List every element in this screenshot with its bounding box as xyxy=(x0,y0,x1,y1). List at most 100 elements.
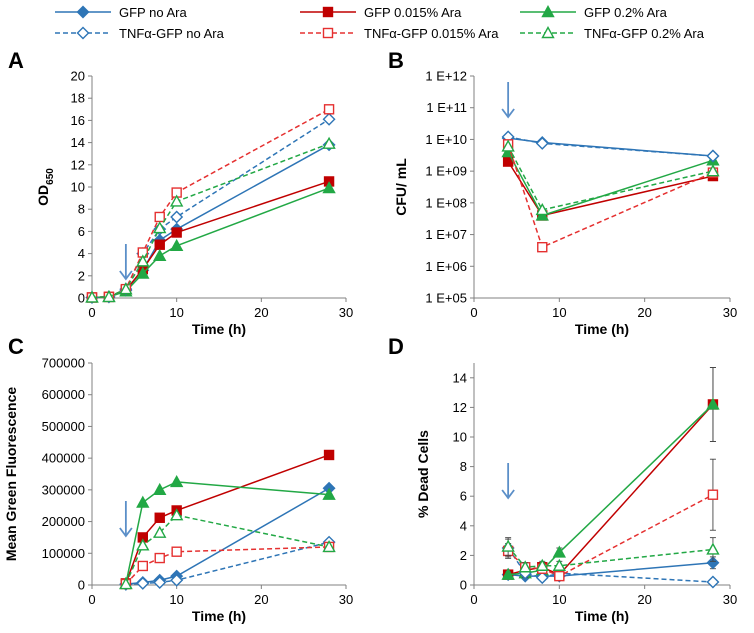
y-tick-label: 1 E+06 xyxy=(425,259,467,274)
y-tick-label: 0 xyxy=(460,578,467,593)
series-gfp_015 xyxy=(502,366,719,580)
series-line-gfp_015 xyxy=(91,180,330,299)
y-axis-label-text: Mean Green Fluorescence xyxy=(3,387,19,562)
y-tick-label: 6 xyxy=(460,489,467,504)
y-tick-label: 1 E+08 xyxy=(425,195,467,210)
data-point-tnf_no xyxy=(535,571,549,585)
x-axis-label: Time (h) xyxy=(192,608,246,624)
x-tick-label: 20 xyxy=(637,305,651,320)
y-tick-label: 100000 xyxy=(42,546,85,561)
data-point-gfp_015 xyxy=(171,227,182,238)
series-tnf_02 xyxy=(501,537,720,573)
arrow-head xyxy=(119,527,133,538)
panel-c-letter: C xyxy=(8,334,24,359)
data-point-tnf_no xyxy=(706,575,720,589)
y-axis-label-text: % Dead Cells xyxy=(415,430,431,518)
data-point-tnf_02 xyxy=(119,577,133,590)
data-point-gfp_02 xyxy=(552,545,567,558)
series-line-gfp_015 xyxy=(507,403,714,576)
y-tick-label: 2 xyxy=(460,548,467,563)
x-tick-label: 0 xyxy=(88,305,95,320)
data-point-gfp_02 xyxy=(153,248,167,262)
panel-b-letter: B xyxy=(388,48,404,73)
data-point-tnf_015 xyxy=(554,570,565,582)
x-axis-label: Time (h) xyxy=(575,321,629,337)
y-tick-label: 18 xyxy=(71,91,85,106)
data-point-tnf_02 xyxy=(501,539,515,552)
y-axis-label-text: CFU/ mL xyxy=(393,158,409,216)
y-tick-label: 8 xyxy=(78,202,85,217)
x-tick-label: 20 xyxy=(254,305,268,320)
series-gfp_no xyxy=(119,481,336,591)
series-tnf_015 xyxy=(86,104,335,303)
series-gfp_015 xyxy=(120,449,335,589)
x-tick-label: 20 xyxy=(254,592,268,607)
data-point-tnf_no xyxy=(322,112,336,126)
data-point-gfp_02 xyxy=(501,567,515,580)
arabinose-arrow xyxy=(119,501,133,538)
x-axis-label: Time (h) xyxy=(192,321,246,337)
series-gfp_015 xyxy=(86,176,335,303)
series-tnf_no xyxy=(85,112,336,304)
x-tick-label: 30 xyxy=(723,592,737,607)
data-point-tnf_no xyxy=(706,149,720,163)
data-point-tnf_02 xyxy=(706,164,720,177)
series-tnf_no xyxy=(501,130,720,163)
data-point-tnf_no xyxy=(170,210,184,224)
panel-d: D 0 2 4 6 8 10 12 14 0 10 20 30 Time (h) % Dead Cells xyxy=(388,334,737,624)
y-axis-label: % Dead Cells xyxy=(415,430,431,518)
x-tick-label: 30 xyxy=(339,305,353,320)
data-point-tnf_015 xyxy=(171,546,182,557)
data-point-tnf_02 xyxy=(518,560,532,573)
data-point-gfp_02 xyxy=(706,397,720,410)
series-tnf_02 xyxy=(119,508,336,590)
legend-marker xyxy=(322,27,334,39)
data-point-tnf_02 xyxy=(501,139,515,152)
arabinose-arrow xyxy=(501,82,515,119)
data-point-tnf_02 xyxy=(85,290,99,303)
panel-a: A 0 2 4 6 8 10 12 14 16 18 20 0 10 20 30 Time (h) OD650 xyxy=(8,48,353,337)
data-point-tnf_015 xyxy=(323,104,335,115)
y-tick-label: 400000 xyxy=(42,451,85,466)
y-tick-label: 600000 xyxy=(42,387,85,402)
y-axis-label: OD650 xyxy=(35,168,56,206)
y-tick-label: 6 xyxy=(78,224,85,239)
y-tick-label: 1 E+05 xyxy=(425,291,467,306)
series-line-tnf_015 xyxy=(507,144,714,249)
data-point-tnf_02 xyxy=(706,542,720,555)
panel-a-letter: A xyxy=(8,48,24,73)
y-tick-label: 8 xyxy=(460,459,467,474)
data-point-tnf_015 xyxy=(154,552,165,564)
data-point-tnf_02 xyxy=(102,289,116,303)
series-gfp_02 xyxy=(501,366,720,580)
data-point-gfp_02 xyxy=(136,495,150,508)
y-tick-label: 700000 xyxy=(42,356,85,371)
panel-d-letter: D xyxy=(388,334,404,359)
data-point-tnf_02 xyxy=(535,558,549,571)
x-tick-label: 10 xyxy=(552,305,566,320)
data-point-gfp_02 xyxy=(322,181,336,194)
data-point-tnf_02 xyxy=(136,538,150,551)
y-tick-label: 2 xyxy=(78,268,85,283)
y-tick-label: 20 xyxy=(71,69,85,84)
y-tick-label: 1 E+11 xyxy=(426,100,467,115)
legend-item-gfp_no: GFP no Ara xyxy=(55,5,187,20)
data-point-gfp_015 xyxy=(154,239,165,250)
data-point-tnf_02 xyxy=(322,539,336,553)
y-tick-label: 500000 xyxy=(42,419,85,434)
data-point-tnf_02 xyxy=(169,508,184,521)
x-tick-label: 20 xyxy=(637,592,651,607)
data-point-gfp_015 xyxy=(323,449,335,461)
legend-label: GFP 0.015% Ara xyxy=(364,5,462,20)
data-point-tnf_02 xyxy=(153,525,167,538)
y-tick-label: 200000 xyxy=(42,514,85,529)
data-point-tnf_02 xyxy=(552,558,567,571)
series-line-tnf_02 xyxy=(125,514,330,585)
series-gfp_02 xyxy=(119,474,336,589)
series-tnf_015 xyxy=(502,458,719,582)
data-point-tnf_no xyxy=(136,576,150,590)
y-tick-label: 1 E+12 xyxy=(425,69,467,84)
legend-label: GFP no Ara xyxy=(119,5,187,20)
series-tnf_02 xyxy=(85,136,336,303)
y-tick-label: 12 xyxy=(71,157,85,172)
